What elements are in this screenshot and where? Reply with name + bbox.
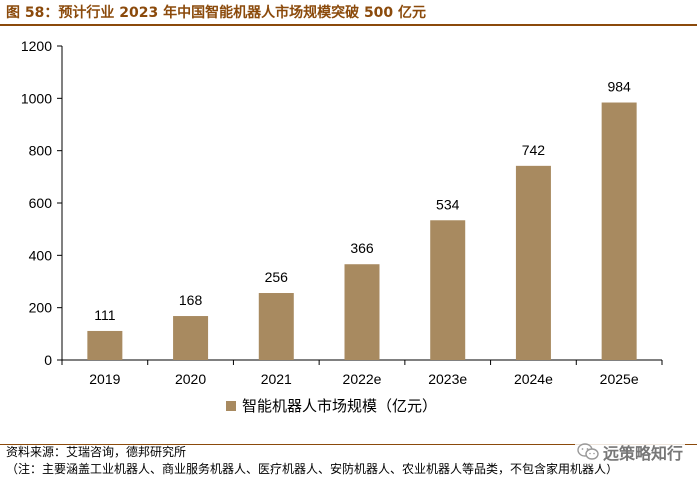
y-axis: 0 200 400 600 800 1000 1200	[21, 38, 63, 368]
bar-2025e	[601, 102, 637, 361]
data-label: 168	[179, 292, 203, 308]
data-label: 256	[265, 269, 289, 285]
y-tick-label: 200	[29, 300, 53, 316]
wechat-icon	[577, 443, 599, 460]
bar-2019	[87, 330, 123, 360]
x-tick-label: 2019	[89, 371, 120, 387]
data-label: 984	[607, 79, 631, 95]
x-tick-label: 2025e	[600, 371, 639, 387]
figure-title: 图 58：预计行业 2023 年中国智能机器人市场规模突破 500 亿元	[6, 5, 427, 21]
bar-2022e	[344, 264, 380, 360]
x-tick-label: 2020	[175, 371, 206, 387]
y-tick-label: 800	[29, 143, 53, 159]
bar-2024e	[515, 165, 551, 360]
data-label: 534	[436, 196, 460, 212]
y-tick-label: 600	[29, 195, 53, 211]
title-divider	[0, 24, 697, 26]
bar-2023e	[430, 220, 466, 360]
legend-label: 智能机器人市场规模（亿元）	[242, 397, 437, 415]
source-divider	[0, 444, 697, 445]
watermark: 远策略知行	[574, 440, 685, 464]
bar-2021	[258, 293, 294, 360]
data-label: 742	[522, 142, 546, 158]
x-tick-label: 2021	[261, 371, 292, 387]
x-tick-label: 2024e	[514, 371, 553, 387]
legend-swatch	[226, 401, 236, 411]
bar-2020	[173, 316, 209, 360]
legend: 智能机器人市场规模（亿元）	[226, 397, 437, 415]
x-tick-label: 2023e	[428, 371, 467, 387]
bars: 111 168 256 366 534 742 984	[87, 79, 637, 361]
y-tick-label: 400	[29, 247, 53, 263]
y-tick-label: 1000	[21, 90, 52, 106]
data-label: 111	[94, 307, 115, 323]
footnote: （注：主要涵盖工业机器人、商业服务机器人、医疗机器人、安防机器人、农业机器人等品…	[6, 462, 619, 476]
watermark-text: 远策略知行	[602, 444, 683, 463]
x-axis: 2019 2020 2021 2022e 2023e 2024e 2025e	[61, 359, 663, 387]
source-text: 资料来源：艾瑞咨询，德邦研究所	[6, 445, 187, 459]
data-label: 366	[350, 240, 374, 256]
y-tick-label: 1200	[21, 38, 52, 54]
x-tick-label: 2022e	[343, 371, 382, 387]
y-tick-label: 0	[44, 352, 52, 368]
